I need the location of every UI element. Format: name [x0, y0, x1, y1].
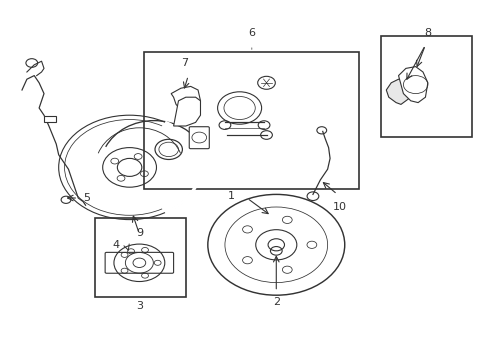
Bar	[44, 116, 56, 122]
Polygon shape	[386, 79, 410, 104]
Text: 8: 8	[424, 28, 430, 38]
Polygon shape	[171, 86, 200, 112]
Bar	[381, 36, 471, 137]
FancyBboxPatch shape	[105, 252, 173, 273]
Bar	[95, 218, 185, 297]
Text: 5: 5	[83, 193, 90, 203]
Text: 1: 1	[227, 191, 234, 201]
Text: 6: 6	[248, 28, 255, 38]
Polygon shape	[173, 97, 200, 126]
Text: 2: 2	[272, 297, 279, 307]
Text: 7: 7	[181, 58, 188, 68]
Bar	[144, 52, 359, 189]
Text: 3: 3	[136, 301, 142, 311]
Polygon shape	[398, 67, 427, 103]
Text: 9: 9	[136, 228, 142, 238]
FancyBboxPatch shape	[189, 127, 209, 149]
Text: 10: 10	[332, 202, 346, 212]
Text: 4: 4	[112, 240, 120, 250]
